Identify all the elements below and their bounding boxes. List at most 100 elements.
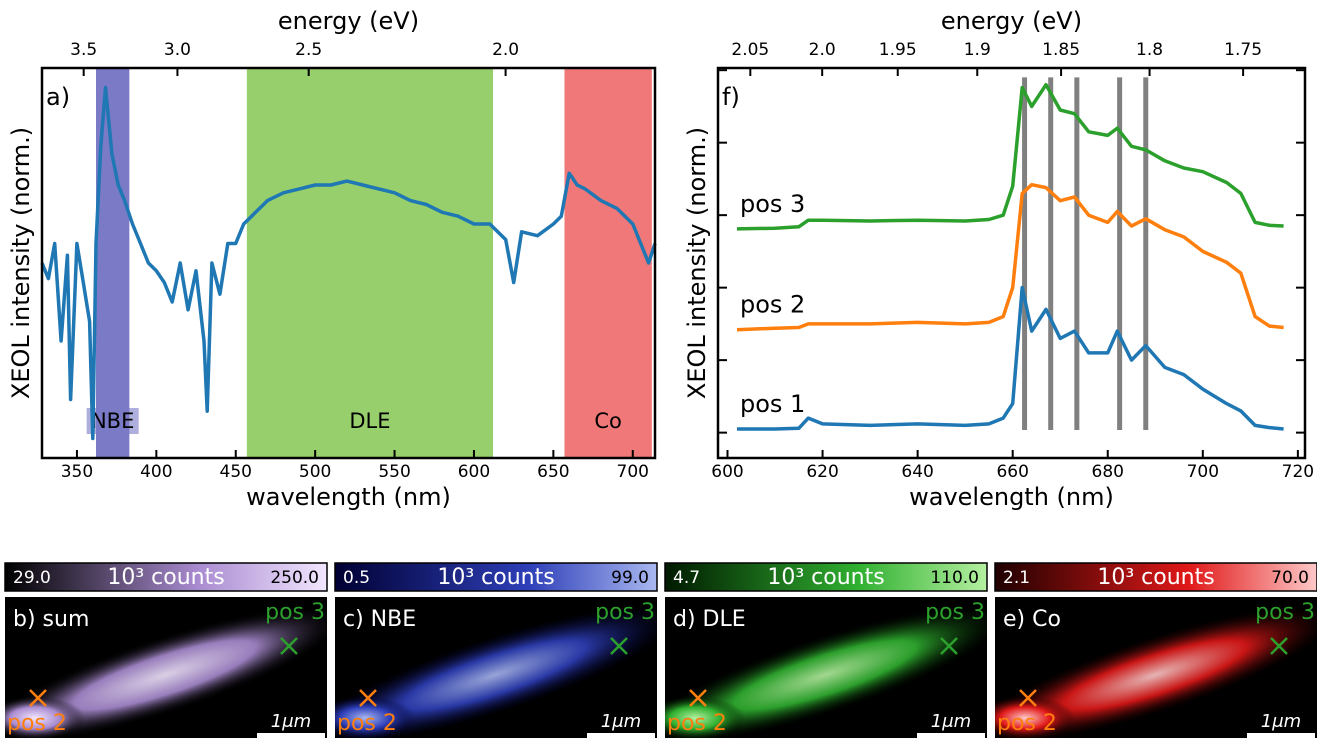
scale-label: 1μm: [271, 711, 311, 732]
band: [564, 68, 652, 458]
band-label-bg: [343, 408, 396, 434]
panel-label: f): [722, 83, 740, 111]
map-label: c) NBE: [343, 607, 416, 632]
x2-tick-label: 3.0: [164, 40, 191, 60]
x-tick-label: 550: [378, 462, 410, 482]
scale-bar: [1247, 733, 1315, 738]
scale-bar: [917, 733, 985, 738]
x2-tick-label: 2.05: [731, 40, 769, 60]
x-tick-label: 500: [299, 462, 331, 482]
x-tick-label: 620: [806, 462, 838, 482]
x2-tick-label: 1.75: [1224, 40, 1262, 60]
pos-marker: [1019, 689, 1037, 707]
colorbar: [664, 562, 988, 592]
frame: [716, 66, 1307, 460]
colorbar-min: 2.1: [1003, 568, 1030, 588]
heatmap: [335, 606, 657, 738]
pos-label: pos 3: [265, 600, 325, 625]
map-label: e) Co: [1003, 607, 1061, 632]
pos-marker: [359, 689, 377, 707]
series-label: pos 1: [740, 390, 805, 418]
colorbar-min: 0.5: [343, 568, 370, 588]
x2-axis-title: energy (eV): [941, 7, 1082, 35]
pos-label: pos 2: [7, 711, 67, 736]
x2-tick-label: 2.0: [492, 40, 519, 60]
pos-marker: [610, 637, 628, 655]
x2-tick-label: 2.0: [809, 40, 836, 60]
x2-tick-label: 1.95: [879, 40, 917, 60]
x-tick-label: 700: [617, 462, 649, 482]
x-tick-label: 350: [61, 462, 93, 482]
pos-label: pos 3: [925, 600, 985, 625]
scale-label: 1μm: [1261, 711, 1301, 732]
x-tick-label: 650: [537, 462, 569, 482]
colorbar-max: 70.0: [1271, 568, 1309, 588]
y-axis-title: XEOL intensity (norm.): [7, 127, 35, 399]
band-label-bg: [86, 408, 139, 434]
series-label: pos 2: [740, 291, 805, 319]
x-axis-title: wavelength (nm): [909, 483, 1114, 511]
scale-bar: [257, 733, 325, 738]
heatmap-blob: [995, 696, 1075, 738]
pos-marker: [1270, 637, 1288, 655]
map-label: d) DLE: [673, 607, 746, 632]
pos-marker: [29, 689, 47, 707]
pos-label: pos 3: [1255, 600, 1315, 625]
x-tick-label: 600: [458, 462, 490, 482]
x-tick-label: 400: [140, 462, 172, 482]
pos-label: pos 3: [595, 600, 655, 625]
heatmap-blob: [665, 696, 745, 738]
x-tick-label: 680: [1092, 462, 1124, 482]
colorbar-unit: 10³ counts: [107, 565, 224, 590]
x2-axis-title: energy (eV): [278, 7, 419, 35]
band-label: NBE: [91, 409, 134, 433]
colorbar-unit: 10³ counts: [1097, 565, 1214, 590]
band-label-bg: [582, 408, 635, 434]
pos-label: pos 2: [337, 711, 397, 736]
colorbar-max: 99.0: [611, 568, 649, 588]
x-tick-label: 640: [901, 462, 933, 482]
colorbar: [994, 562, 1317, 592]
colorbar: [4, 562, 328, 592]
y-axis-title: XEOL intensity (norm.): [683, 127, 711, 399]
pos-label: pos 2: [997, 711, 1057, 736]
plot-panel: NBE DLE Co 350 400 450 500 550 600 650 700 3.5 3.0 2.…: [7, 7, 657, 511]
scale-label: 1μm: [931, 711, 971, 732]
band: [246, 68, 494, 458]
colorbar-unit: 10³ counts: [437, 565, 554, 590]
x2-tick-label: 1.9: [964, 40, 991, 60]
map-label: b) sum: [13, 607, 89, 632]
pos-marker: [940, 637, 958, 655]
pos-label: pos 2: [667, 711, 727, 736]
pos-marker: [689, 689, 707, 707]
x-axis-title: wavelength (nm): [246, 483, 451, 511]
data-line: [736, 182, 1284, 332]
plot-panel: pos 1 pos 2 pos 3 600 620 640 660 680 700 720 2.05…: [683, 7, 1314, 511]
heatmap: [995, 606, 1317, 738]
x-tick-label: 720: [1282, 462, 1314, 482]
band-label: DLE: [349, 409, 390, 433]
x-tick-label: 450: [220, 462, 252, 482]
x2-tick-label: 1.8: [1136, 40, 1163, 60]
x-tick-label: 660: [996, 462, 1028, 482]
colorbar: [334, 562, 658, 592]
data-line: [40, 85, 657, 441]
x2-tick-label: 3.5: [70, 40, 97, 60]
x2-tick-label: 1.85: [1042, 40, 1080, 60]
series-label: pos 3: [740, 190, 805, 218]
x2-tick-label: 2.5: [295, 40, 322, 60]
scale-bar: [587, 733, 655, 738]
colorbar-max: 110.0: [930, 568, 979, 588]
colorbar-min: 4.7: [673, 568, 700, 588]
heatmap: [665, 606, 987, 738]
panel-label: a): [46, 83, 70, 111]
heatmap-blob: [335, 696, 415, 738]
data-line: [736, 82, 1284, 231]
x-tick-label: 700: [1187, 462, 1219, 482]
band-label: Co: [594, 409, 622, 433]
colorbar-min: 29.0: [13, 568, 51, 588]
data-line: [737, 285, 1284, 431]
scale-label: 1μm: [601, 711, 641, 732]
